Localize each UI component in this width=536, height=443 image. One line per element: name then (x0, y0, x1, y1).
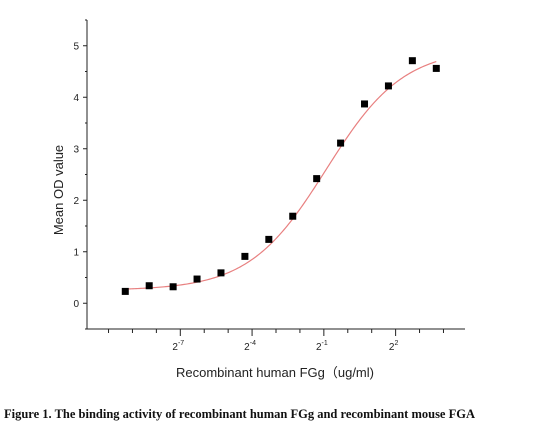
data-point-1 (121, 287, 129, 295)
y-axis-title: Mean OD value (51, 145, 66, 235)
y-tick-label: 5 (73, 41, 79, 52)
x-ticks: 2-7 2-4 2-1 22 (108, 329, 444, 353)
y-tick-label: 2 (73, 196, 79, 207)
data-point-14 (432, 64, 440, 72)
figure-caption: Figure 1. The binding activity of recomb… (4, 407, 475, 421)
data-point-11 (361, 100, 369, 108)
data-points (121, 57, 440, 295)
y-tick-label: 4 (73, 93, 79, 104)
x-tick-label: 2-4 (244, 340, 256, 353)
data-point-9 (313, 175, 321, 183)
data-point-7 (265, 235, 273, 243)
x-tick-label: 22 (389, 340, 399, 353)
x-tick-label: 2-7 (172, 340, 184, 353)
data-point-10 (337, 139, 345, 147)
y-tick-label: 0 (73, 299, 79, 310)
y-tick-label: 3 (73, 144, 79, 155)
data-point-12 (384, 82, 392, 90)
y-ticks: 0 1 2 3 4 5 (73, 19, 87, 330)
data-point-5 (217, 269, 225, 277)
chart-axes (86, 20, 465, 330)
binding-activity-chart: 0 1 2 3 4 5 2-7 2-4 2-1 22 Recombinant human FGg… (51, 19, 465, 380)
data-point-2 (145, 282, 153, 290)
data-point-13 (408, 57, 416, 65)
y-tick-label: 1 (73, 247, 79, 258)
data-point-8 (289, 212, 297, 220)
x-tick-label: 2-1 (316, 340, 328, 353)
x-axis-title: Recombinant human FGg（ug/ml) (176, 365, 374, 380)
fit-curve (125, 60, 437, 290)
data-point-6 (241, 252, 249, 260)
data-point-4 (193, 275, 201, 283)
data-point-3 (169, 283, 177, 291)
